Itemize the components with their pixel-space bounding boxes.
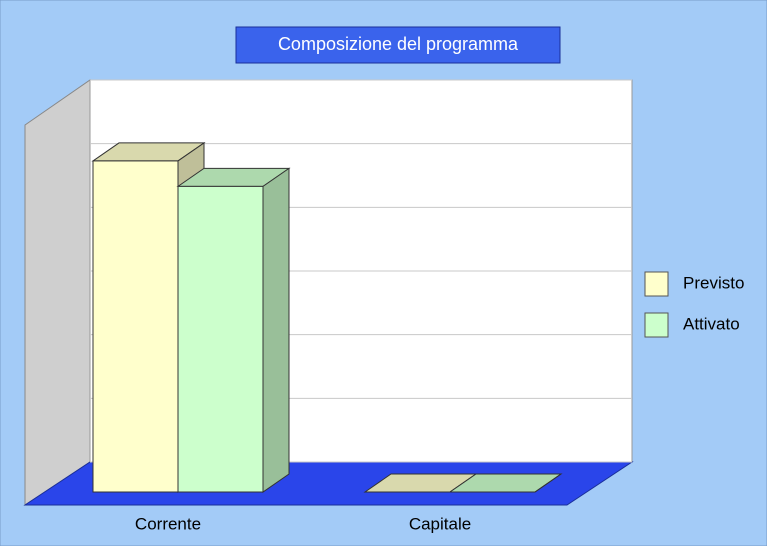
- bar-side: [534, 473, 562, 493]
- bar-side: [262, 167, 290, 493]
- legend-label: Previsto: [683, 273, 744, 292]
- left-wall: [24, 79, 91, 506]
- title-box: [235, 26, 561, 64]
- bar-front: [177, 185, 264, 493]
- legend-swatch: [644, 312, 669, 338]
- bar: [176, 167, 291, 493]
- bar-front: [92, 160, 179, 493]
- x-tick-label: Capitale: [409, 514, 471, 533]
- legend-label: Attivato: [683, 314, 740, 333]
- legend-swatch: [644, 271, 669, 297]
- bar: [448, 473, 563, 493]
- chart-title: Composizione del programma: [278, 34, 519, 54]
- x-tick-label: Corrente: [135, 514, 201, 533]
